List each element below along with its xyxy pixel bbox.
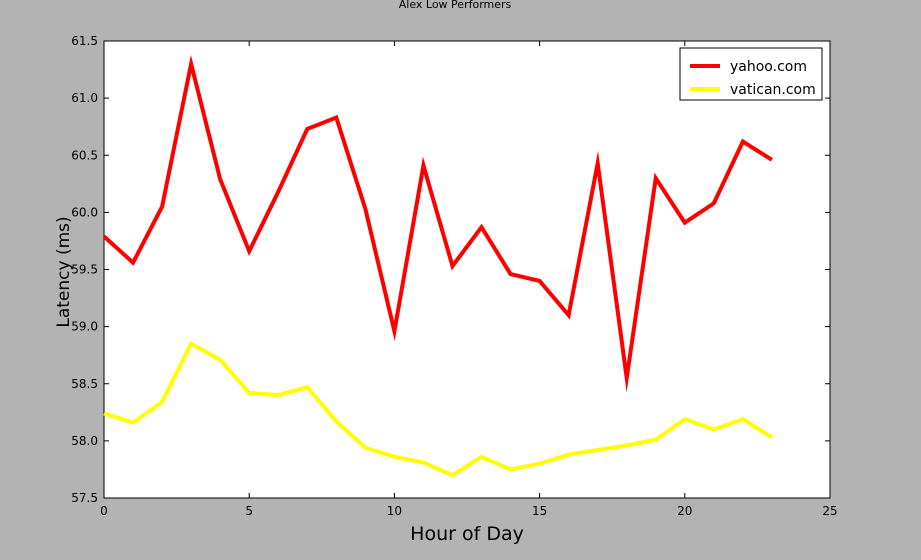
y-tick-label: 58.0: [71, 434, 98, 448]
x-tick-label: 20: [677, 504, 692, 518]
legend-label: yahoo.com: [730, 59, 807, 75]
x-tick-label: 0: [100, 504, 108, 518]
chart-title: Alex Low Performers: [399, 0, 512, 11]
y-tick-label: 60.5: [71, 148, 98, 162]
x-tick-label: 25: [822, 504, 837, 518]
y-tick-label: 59.5: [71, 263, 98, 277]
y-tick-label: 59.0: [71, 320, 98, 334]
x-tick-label: 10: [387, 504, 402, 518]
x-axis-label: Hour of Day: [410, 523, 524, 545]
plot-area: [104, 41, 830, 498]
y-tick-label: 60.0: [71, 205, 98, 219]
legend: yahoo.com vatican.com: [680, 48, 822, 100]
y-tick-label: 61.5: [71, 34, 98, 48]
y-tick-label: 57.5: [71, 491, 98, 505]
legend-label: vatican.com: [730, 82, 816, 98]
y-tick-label: 58.5: [71, 377, 98, 391]
y-tick-label: 61.0: [71, 91, 98, 105]
x-tick-label: 5: [245, 504, 253, 518]
x-tick-label: 15: [532, 504, 547, 518]
y-axis-label: Latency (ms): [54, 216, 74, 327]
